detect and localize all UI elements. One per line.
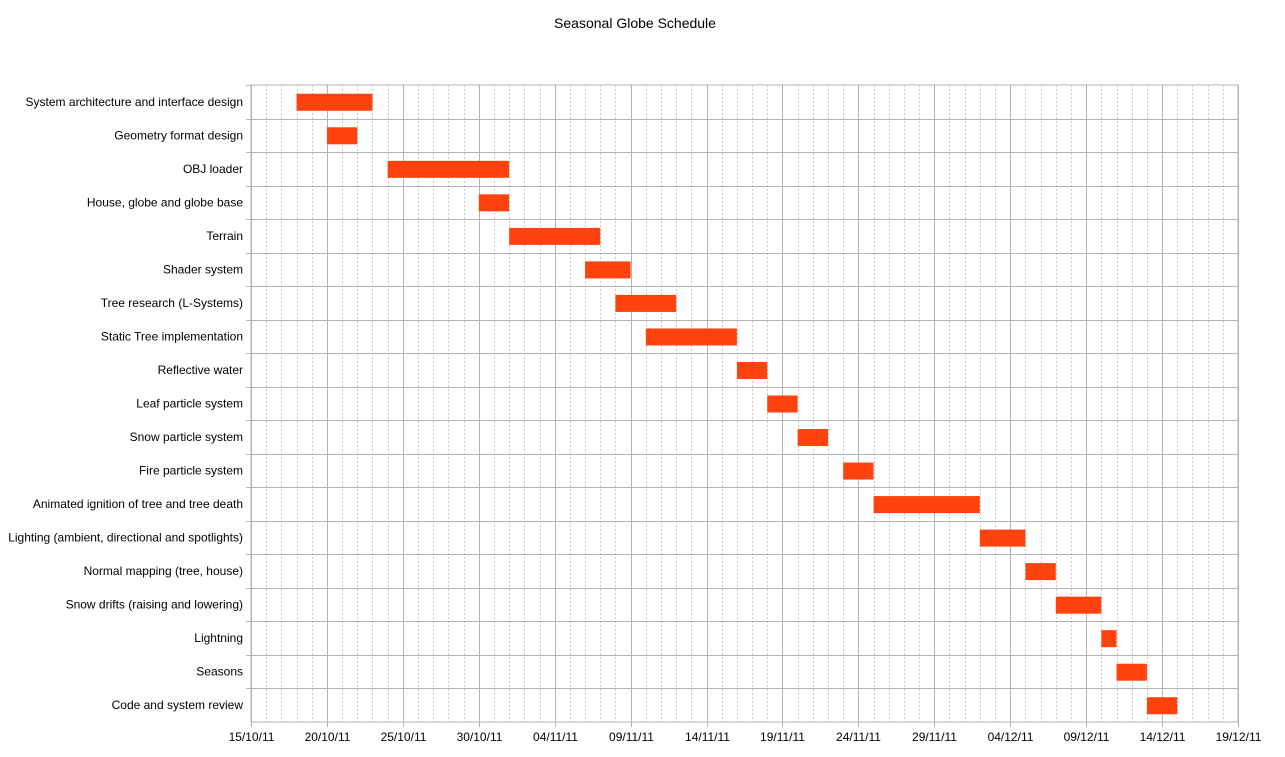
task-bar [1025, 563, 1056, 581]
x-tick-label: 09/11/11 [609, 730, 654, 744]
task-label: House, globe and globe base [87, 195, 243, 209]
x-tick-label: 20/10/11 [305, 730, 351, 744]
x-tick-label: 29/11/11 [912, 730, 957, 744]
task-bar [979, 529, 1026, 547]
x-tick-label: 15/10/11 [229, 730, 275, 744]
x-tick-label: 09/12/11 [1064, 730, 1110, 744]
task-bar [797, 429, 829, 447]
task-bar [296, 93, 373, 111]
chart-title: Seasonal Globe Schedule [554, 15, 716, 31]
x-tick-label: 24/11/11 [836, 730, 881, 744]
x-tick-label: 14/12/11 [1140, 730, 1186, 744]
task-bar [585, 261, 631, 279]
x-tick-label: 14/11/11 [685, 730, 730, 744]
task-label: Fire particle system [139, 464, 243, 478]
x-tick-label: 04/11/11 [533, 730, 578, 744]
x-tick-label: 25/10/11 [381, 730, 427, 744]
task-label: Animated ignition of tree and tree death [33, 497, 243, 511]
task-bar [767, 395, 798, 413]
row-gridlines [246, 85, 1238, 689]
task-bar [1146, 697, 1178, 715]
task-label: Reflective water [158, 363, 243, 377]
x-tick-label: 30/10/11 [457, 730, 503, 744]
task-label: Snow particle system [130, 430, 243, 444]
task-label: Snow drifts (raising and lowering) [66, 598, 243, 612]
task-label: OBJ loader [183, 162, 243, 176]
x-tick-labels: 15/10/11 20/10/11 25/10/11 30/10/11 04/11/11… [229, 730, 1262, 744]
task-label: System architecture and interface design [26, 95, 243, 109]
task-bar [509, 227, 601, 245]
task-bar [387, 160, 510, 178]
task-label: Seasons [196, 665, 243, 679]
x-tick-label: 19/11/11 [760, 730, 805, 744]
task-bar [736, 361, 768, 379]
task-bar [873, 496, 980, 514]
task-label: Lightning [194, 631, 243, 645]
task-bar [1116, 663, 1147, 681]
task-label: Tree research (L-Systems) [101, 296, 243, 310]
task-label: Leaf particle system [136, 397, 243, 411]
task-bar [1101, 630, 1117, 648]
task-label: Terrain [206, 229, 243, 243]
task-label: Shader system [163, 262, 243, 276]
minor-gridlines [266, 85, 1224, 722]
task-bar [645, 328, 737, 346]
task-bar [615, 294, 677, 312]
task-labels: System architecture and interface design… [8, 95, 243, 712]
task-label: Code and system review [112, 698, 244, 712]
task-bar [326, 127, 358, 145]
task-label: Lighting (ambient, directional and spotl… [8, 531, 243, 545]
task-bar [843, 462, 874, 480]
task-label: Static Tree implementation [101, 329, 243, 343]
plot-area-frame [250, 84, 1239, 723]
task-label: Geometry format design [114, 128, 243, 142]
x-tick-label: 04/12/11 [988, 730, 1034, 744]
major-gridlines [251, 85, 1239, 727]
task-bars [296, 93, 1178, 715]
task-bar [1055, 596, 1102, 614]
task-label: Normal mapping (tree, house) [84, 564, 243, 578]
task-bar [478, 194, 510, 212]
x-tick-label: 19/12/11 [1216, 730, 1262, 744]
